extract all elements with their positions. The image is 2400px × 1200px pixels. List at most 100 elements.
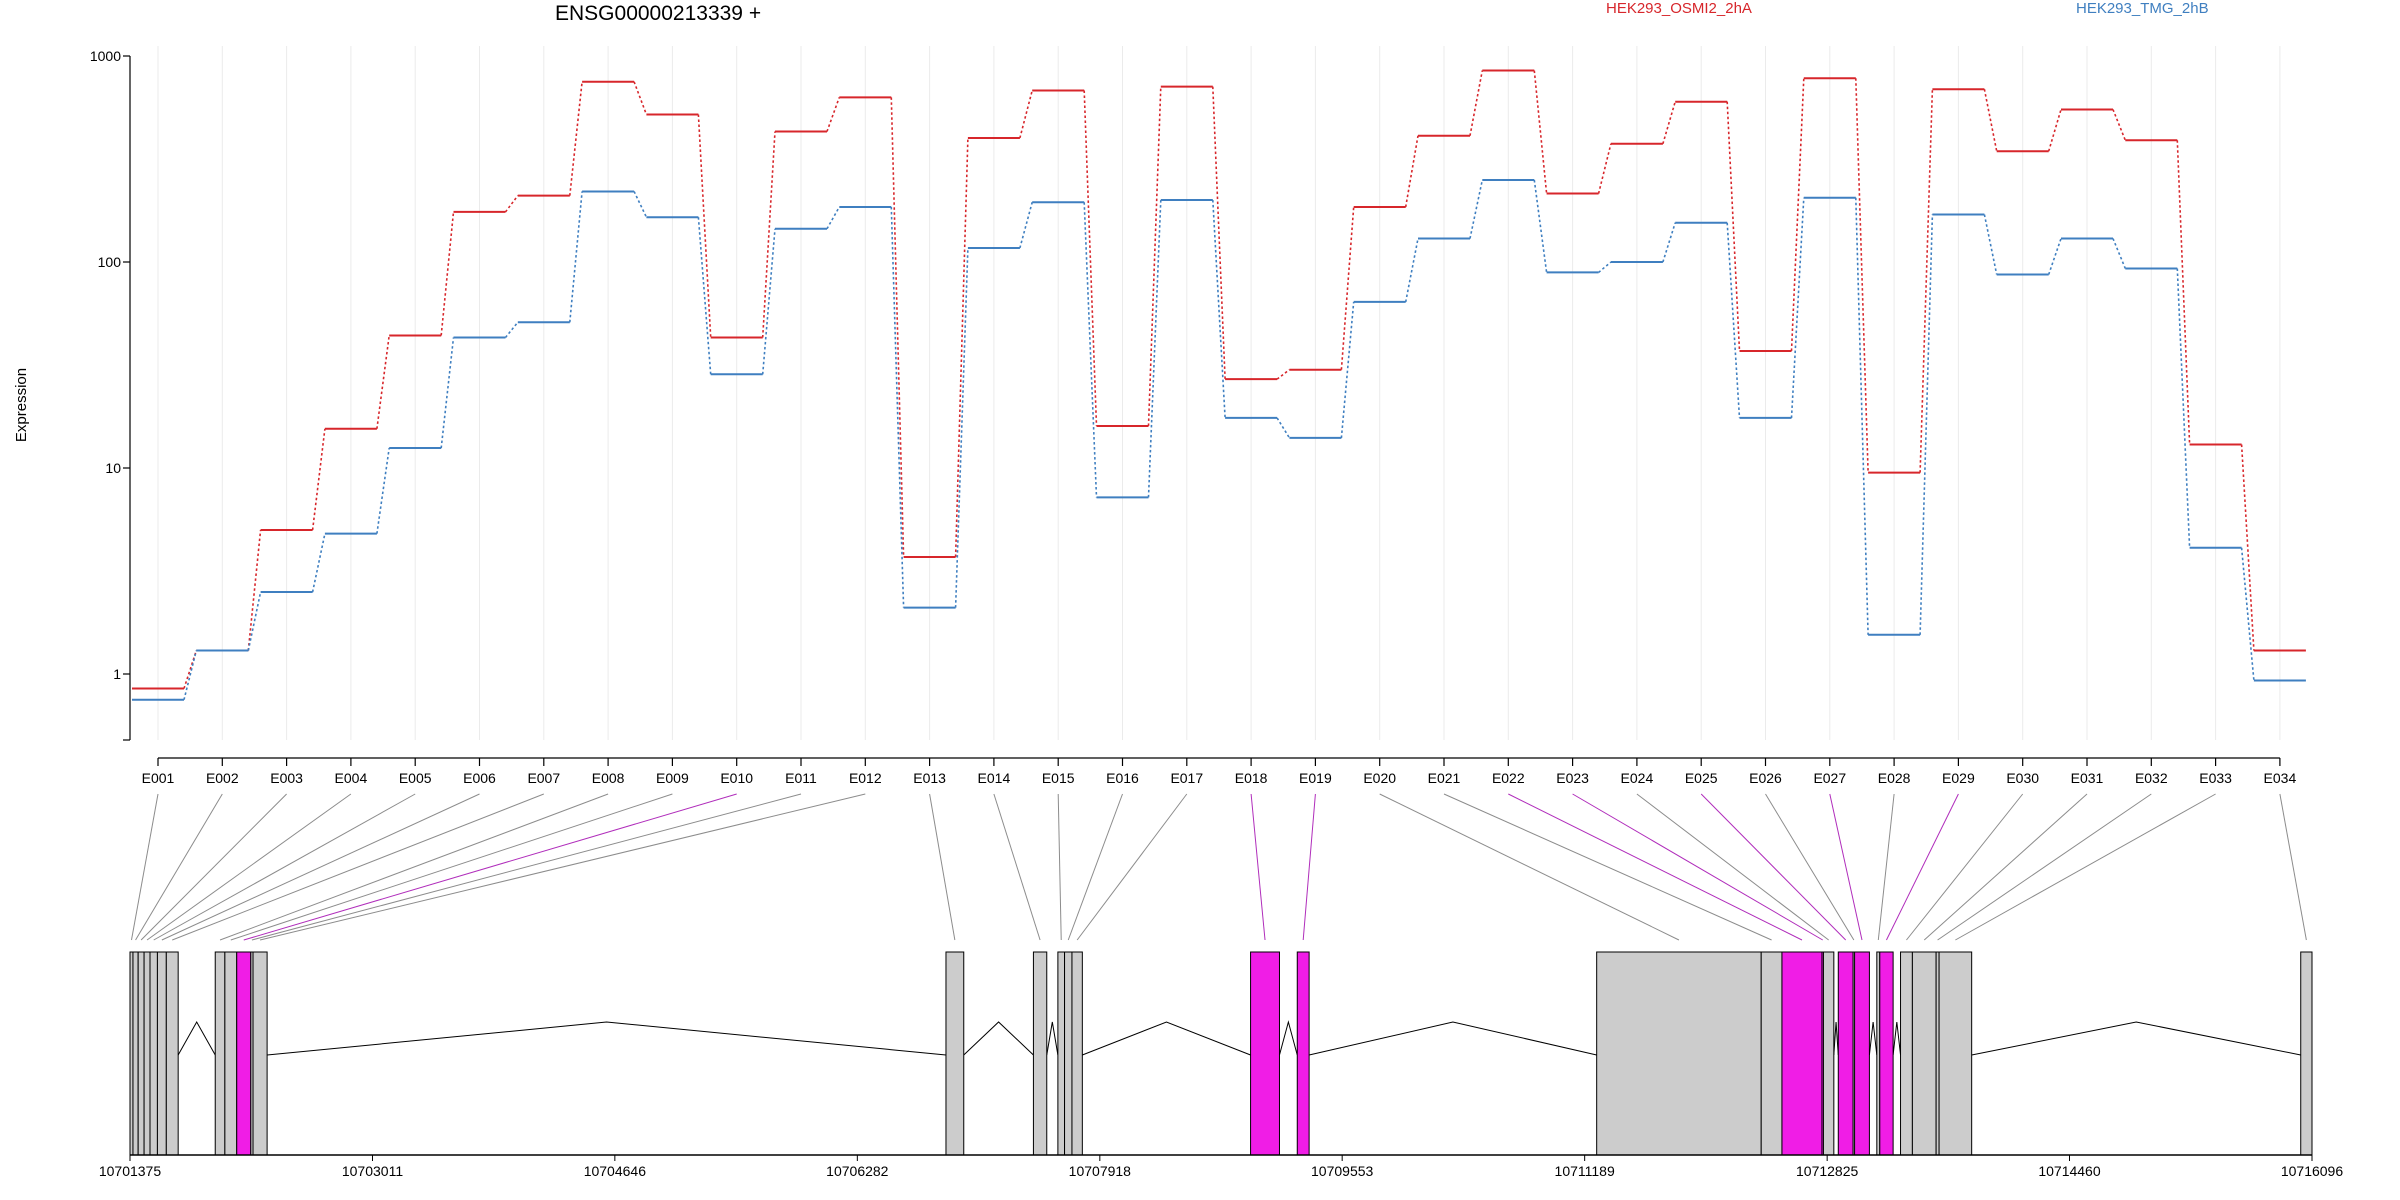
intron-line — [1309, 1021, 1597, 1056]
x-tick-label-E018: E018 — [1235, 770, 1268, 786]
y-tick-label: 10 — [105, 460, 121, 476]
exon-box-E008 — [214, 951, 226, 1156]
series-connector — [2240, 547, 2255, 681]
grid-lines — [157, 46, 2281, 740]
exon-connector-E020 — [1379, 793, 1680, 941]
series-connector — [1533, 179, 1548, 273]
coord-label: 10711189 — [1555, 1163, 1615, 1179]
series-connector — [1212, 199, 1226, 418]
exon-connector-E014 — [993, 793, 1041, 941]
x-tick-label-E025: E025 — [1685, 770, 1718, 786]
series-connector — [1019, 90, 1033, 139]
exon-connector-E001 — [130, 793, 159, 941]
intron-line — [1971, 1021, 2301, 1056]
x-tick-label-E026: E026 — [1749, 770, 1782, 786]
exon-box-E014 — [1032, 951, 1048, 1156]
exon-connector-E010 — [243, 793, 737, 941]
x-tick-label-E023: E023 — [1556, 770, 1589, 786]
exon-connector-E004 — [146, 793, 352, 941]
exon-box-E016 — [1064, 951, 1073, 1156]
intron-line — [1046, 1021, 1059, 1056]
series-connector — [633, 81, 648, 115]
x-tick-label-E019: E019 — [1299, 770, 1332, 786]
x-tick-label-E001: E001 — [142, 770, 175, 786]
x-tick-label-E017: E017 — [1170, 770, 1203, 786]
series-connector — [1469, 70, 1484, 136]
series-connector — [826, 206, 840, 230]
x-tick-label-E033: E033 — [2199, 770, 2232, 786]
x-tick-label-E014: E014 — [978, 770, 1011, 786]
exon-box-E004 — [143, 951, 151, 1156]
exon-box-E024 — [1822, 951, 1835, 1156]
exon-box-E005 — [149, 951, 158, 1156]
x-tick-label-E027: E027 — [1813, 770, 1846, 786]
series-connector — [1340, 301, 1355, 438]
series-connector — [1726, 101, 1741, 351]
series-connector — [890, 97, 905, 557]
x-tick-label-E010: E010 — [720, 770, 753, 786]
series-2 — [132, 179, 2306, 701]
series-connector — [954, 247, 969, 608]
x-tick-label-E007: E007 — [527, 770, 560, 786]
series-connector — [1597, 143, 1612, 194]
series-connector — [1533, 70, 1548, 194]
exon-box-E006 — [156, 951, 167, 1156]
exon-connector-E011 — [251, 793, 802, 941]
expression-series — [132, 69, 2306, 701]
exon-connector-E015 — [1057, 793, 1062, 941]
series-connector — [1662, 222, 1676, 263]
series-connector — [697, 114, 712, 338]
series-connector — [247, 529, 262, 651]
x-tick-label-E034: E034 — [2264, 770, 2297, 786]
exon-box-E025 — [1837, 951, 1854, 1156]
y-axis: 1 10 100 1000 — [90, 48, 131, 741]
series-connector — [1019, 202, 1033, 249]
series-connector — [569, 81, 583, 196]
x-tick-label-E011: E011 — [785, 770, 817, 786]
x-tick-label-E020: E020 — [1363, 770, 1396, 786]
intron-line — [1833, 1021, 1839, 1056]
exon-connector-E009 — [230, 793, 673, 941]
exon-connector-E012 — [259, 793, 866, 941]
series-connector — [890, 206, 905, 608]
exon-connector-E019 — [1302, 793, 1316, 941]
series-connector — [1662, 101, 1676, 144]
series-connector — [761, 131, 776, 338]
exon-connector-E031 — [1923, 793, 2088, 941]
x-tick-label-E021: E021 — [1428, 770, 1461, 786]
legend-entry-series-2: HEK293_TMG_2hB — [2076, 0, 2209, 17]
exon-connector-E022 — [1508, 793, 1803, 941]
exon-box-E030 — [1900, 951, 1913, 1156]
intron-line — [1892, 1021, 1902, 1056]
series-connector — [1340, 206, 1355, 370]
exon-box-E019 — [1296, 951, 1310, 1156]
intron-line — [1278, 1020, 1298, 1056]
exon-connector-E032 — [1937, 793, 2152, 941]
exon-connector-E025 — [1700, 793, 1847, 941]
x-tick-label-E029: E029 — [1942, 770, 1975, 786]
intron-line — [1082, 1021, 1251, 1056]
series-connector — [2176, 140, 2191, 445]
intron-line — [267, 1021, 947, 1056]
series-connector — [2047, 238, 2062, 275]
x-tick-label-E002: E002 — [206, 770, 239, 786]
series-connector — [697, 217, 712, 375]
series-connector — [1276, 417, 1291, 439]
coord-label: 10704646 — [584, 1163, 647, 1179]
x-tick-label-E030: E030 — [2006, 770, 2039, 786]
series-connector — [633, 191, 648, 218]
exon-connector-E030 — [1906, 793, 2024, 941]
x-tick-label-E015: E015 — [1042, 770, 1075, 786]
x-tick-label-E022: E022 — [1492, 770, 1525, 786]
series-connector — [2176, 268, 2191, 548]
coord-label: 10712825 — [1796, 1163, 1859, 1179]
exon-connector-E034 — [2279, 793, 2307, 941]
series-connector — [1790, 197, 1805, 418]
y-axis-label: Expression — [13, 368, 30, 442]
series-connector — [2047, 109, 2062, 152]
series-connector — [440, 211, 455, 336]
series-connector — [1983, 214, 1998, 275]
exon-box-E002 — [132, 951, 139, 1156]
x-tick-label-E016: E016 — [1106, 770, 1139, 786]
